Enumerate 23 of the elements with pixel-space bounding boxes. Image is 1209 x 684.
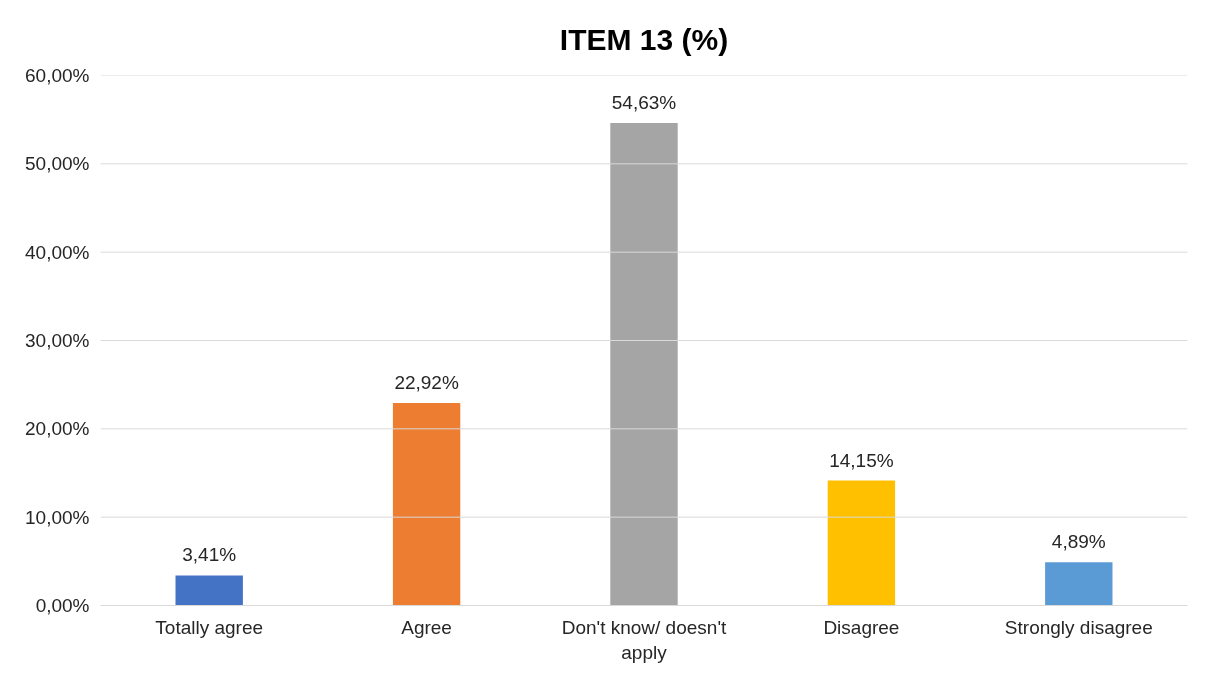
bar: [610, 122, 678, 606]
bar: [1045, 562, 1113, 606]
y-tick-label: 60,00%: [25, 65, 90, 86]
data-label: 14,15%: [829, 449, 894, 471]
x-tick-label: Don't know/ doesn't apply: [561, 616, 728, 663]
data-label: 4,89%: [1051, 531, 1106, 553]
data-label: 22,92%: [394, 372, 459, 394]
y-tick-label: 50,00%: [25, 153, 90, 175]
data-label: 54,63%: [611, 91, 677, 113]
bar: [175, 575, 243, 606]
x-tick-label: Agree: [401, 616, 452, 638]
x-tick-label: Disagree: [823, 616, 900, 638]
y-tick-label: 10,00%: [25, 506, 90, 528]
x-tick-label: Totally agree: [155, 616, 264, 638]
chart-title: ITEM 13 (%): [559, 22, 729, 56]
y-tick-label: 30,00%: [25, 330, 90, 351]
x-tick-label: Strongly disagree: [1004, 616, 1153, 638]
bar: [827, 480, 896, 606]
y-tick-label: 0,00%: [35, 595, 90, 616]
y-tick-label: 20,00%: [25, 418, 90, 440]
bar: [392, 403, 461, 606]
data-label: 3,41%: [182, 544, 237, 566]
y-tick-label: 40,00%: [25, 241, 90, 263]
